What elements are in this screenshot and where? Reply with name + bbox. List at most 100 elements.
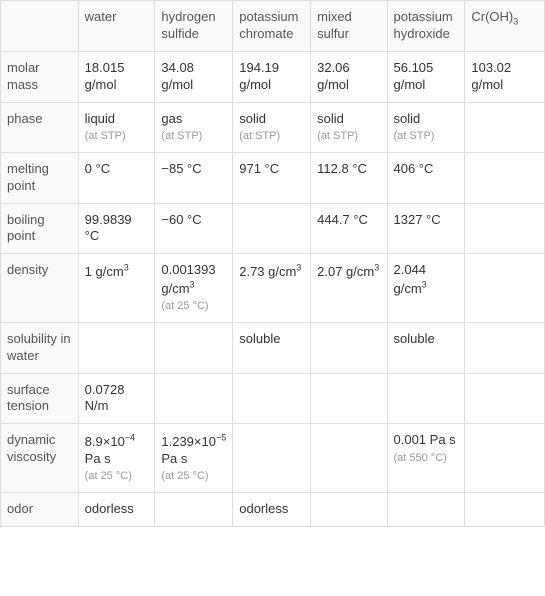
table-cell: 971 °C [233, 152, 311, 203]
table-row: melting point0 °C−85 °C971 °C112.8 °C406… [1, 152, 545, 203]
table-cell: soluble [387, 322, 465, 373]
cell-value: 2.73 g/cm3 [239, 264, 301, 279]
table-cell: solid (at STP) [311, 102, 387, 152]
table-cell [311, 373, 387, 424]
cell-value: 0.0728 N/m [85, 382, 125, 414]
table-cell: 99.9839 °C [78, 203, 155, 254]
cell-note: (at STP) [85, 129, 149, 143]
cell-value: 32.06 g/mol [317, 60, 350, 92]
table-cell [233, 424, 311, 492]
column-header: mixed sulfur [311, 1, 387, 52]
cell-value: −85 °C [161, 161, 201, 176]
table-cell [233, 203, 311, 254]
table-cell [155, 492, 233, 526]
cell-value: 8.9×10−4 Pa s [85, 434, 135, 466]
table-cell [465, 373, 545, 424]
table-cell: 56.105 g/mol [387, 51, 465, 102]
cell-value: gas [161, 111, 182, 126]
table-cell: 32.06 g/mol [311, 51, 387, 102]
table-cell: 103.02 g/mol [465, 51, 545, 102]
table-cell [233, 373, 311, 424]
table-cell: odorless [233, 492, 311, 526]
cell-value: solid [239, 111, 266, 126]
cell-note: (at 550 °C) [394, 451, 459, 465]
table-cell: 2.73 g/cm3 [233, 254, 311, 322]
table-cell: 1327 °C [387, 203, 465, 254]
table-cell: −60 °C [155, 203, 233, 254]
cell-value: solid [394, 111, 421, 126]
table-cell: 406 °C [387, 152, 465, 203]
cell-value: soluble [239, 331, 280, 346]
cell-note: (at 25 °C) [161, 469, 226, 483]
table-cell [465, 254, 545, 322]
corner-cell [1, 1, 79, 52]
table-cell [78, 322, 155, 373]
cell-value: 0 °C [85, 161, 110, 176]
row-label: surface tension [1, 373, 79, 424]
cell-value: 18.015 g/mol [85, 60, 125, 92]
cell-value: 971 °C [239, 161, 279, 176]
table-cell: −85 °C [155, 152, 233, 203]
table-cell [387, 373, 465, 424]
cell-note: (at 25 °C) [161, 299, 226, 313]
table-cell: odorless [78, 492, 155, 526]
cell-value: odorless [85, 501, 134, 516]
table-cell: 444.7 °C [311, 203, 387, 254]
cell-value: solid [317, 111, 344, 126]
cell-value: 0.001393 g/cm3 [161, 262, 215, 295]
table-cell: 34.08 g/mol [155, 51, 233, 102]
table-cell [465, 424, 545, 492]
row-label: solubility in water [1, 322, 79, 373]
table-cell [311, 424, 387, 492]
cell-value: 194.19 g/mol [239, 60, 279, 92]
table-cell [311, 322, 387, 373]
table-cell: solid (at STP) [233, 102, 311, 152]
cell-value: 1 g/cm3 [85, 264, 129, 279]
table-cell [387, 492, 465, 526]
cell-note: (at STP) [239, 129, 304, 143]
table-cell: 1 g/cm3 [78, 254, 155, 322]
table-cell: 0 °C [78, 152, 155, 203]
table-cell: 0.001 Pa s (at 550 °C) [387, 424, 465, 492]
cell-value: 444.7 °C [317, 212, 368, 227]
row-label: phase [1, 102, 79, 152]
cell-value: odorless [239, 501, 288, 516]
properties-table: water hydrogen sulfide potassium chromat… [0, 0, 545, 527]
table-cell: 18.015 g/mol [78, 51, 155, 102]
row-label: boiling point [1, 203, 79, 254]
cell-value: liquid [85, 111, 115, 126]
table-cell [155, 373, 233, 424]
table-cell [465, 322, 545, 373]
cell-value: 34.08 g/mol [161, 60, 194, 92]
row-label: dynamic viscosity [1, 424, 79, 492]
cell-note: (at 25 °C) [85, 469, 149, 483]
table-row: solubility in water soluble soluble [1, 322, 545, 373]
table-cell [155, 322, 233, 373]
cell-value: soluble [394, 331, 435, 346]
column-header: water [78, 1, 155, 52]
row-label: odor [1, 492, 79, 526]
table-row: density1 g/cm30.001393 g/cm3(at 25 °C)2.… [1, 254, 545, 322]
cell-note: (at STP) [161, 129, 226, 143]
cell-value: 0.001 Pa s [394, 432, 456, 447]
table-cell: gas (at STP) [155, 102, 233, 152]
table-row: odor odorless odorless [1, 492, 545, 526]
table-cell: 0.001393 g/cm3 (at 25 °C) [155, 254, 233, 322]
cell-value: 99.9839 °C [85, 212, 132, 244]
cell-note: (at STP) [394, 129, 459, 143]
table-row: phase liquid (at STP) gas (at STP) solid (at S… [1, 102, 545, 152]
table-cell [465, 492, 545, 526]
table-cell: 1.239×10−5 Pa s (at 25 °C) [155, 424, 233, 492]
table-cell: 2.07 g/cm3 [311, 254, 387, 322]
cell-note: (at STP) [317, 129, 380, 143]
cell-value: 1.239×10−5 Pa s [161, 434, 226, 466]
cell-value: 2.07 g/cm3 [317, 264, 379, 279]
table-cell [465, 102, 545, 152]
table-row: boiling point99.9839 °C −60 °C 444.7 °C 132… [1, 203, 545, 254]
cell-value: 112.8 °C [317, 161, 367, 176]
table-cell [465, 152, 545, 203]
cell-value: 56.105 g/mol [394, 60, 434, 92]
cell-value: −60 °C [161, 212, 201, 227]
cell-value: 406 °C [394, 161, 434, 176]
table-row: molar mass18.015 g/mol34.08 g/mol194.19 … [1, 51, 545, 102]
